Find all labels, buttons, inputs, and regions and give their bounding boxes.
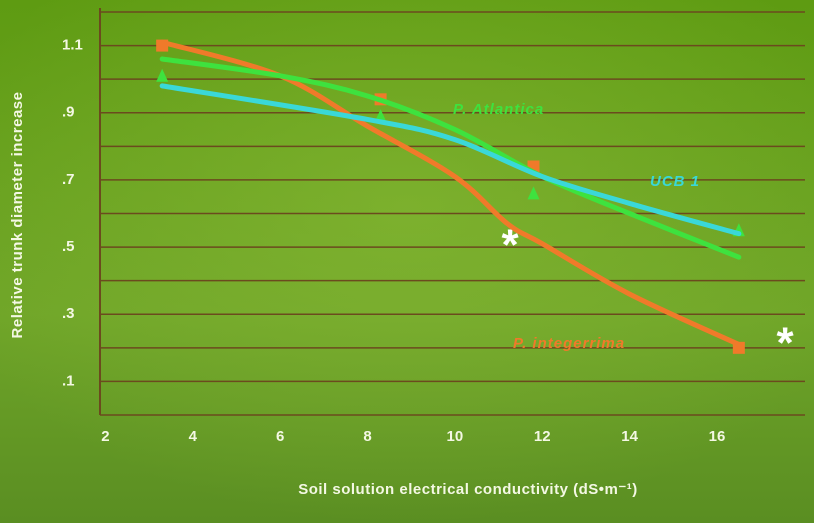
x-tick-label: 10 <box>447 428 464 445</box>
y-tick-label: .5 <box>62 238 75 255</box>
page: {"chart_data": {"type": "line", "xlabel"… <box>0 0 814 523</box>
chart: Soil solution electrical conductivity (d… <box>0 0 814 523</box>
x-tick-label: 4 <box>189 428 198 445</box>
x-tick-label: 16 <box>709 428 726 445</box>
y-tick-label: .7 <box>62 171 75 188</box>
x-tick-label: 6 <box>276 428 284 445</box>
annotation: * <box>776 319 794 368</box>
series-label: P. integerrima <box>513 335 625 352</box>
data-point <box>733 342 745 354</box>
data-point <box>156 40 168 52</box>
series-label: P. Atlantica <box>453 101 544 118</box>
y-tick-label: 1.1 <box>62 37 83 54</box>
x-axis-title: Soil solution electrical conductivity (d… <box>298 481 638 498</box>
y-axis-title: Relative trunk diameter increase <box>9 92 26 339</box>
series-label: UCB 1 <box>650 173 700 190</box>
y-tick-label: .3 <box>62 305 75 322</box>
y-tick-label: .1 <box>62 372 75 389</box>
x-tick-label: 8 <box>363 428 371 445</box>
x-tick-label: 2 <box>101 428 109 445</box>
x-tick-label: 12 <box>534 428 551 445</box>
x-tick-label: 14 <box>621 428 638 445</box>
y-tick-label: .9 <box>62 104 75 121</box>
